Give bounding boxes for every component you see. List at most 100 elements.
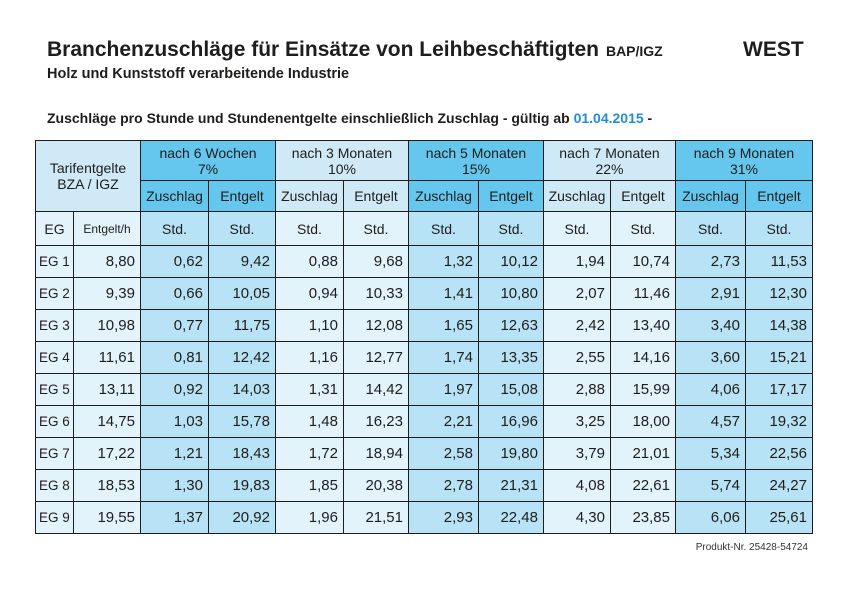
- surcharge-cell: 0,62: [140, 245, 209, 278]
- group-percent: 15%: [461, 160, 491, 177]
- group-period: nach 7 Monaten: [559, 144, 660, 161]
- wage-cell: 15,78: [208, 405, 276, 438]
- surcharge-cell: 0,66: [140, 277, 209, 310]
- base-wage-cell: 9,39: [73, 277, 141, 310]
- base-wage-cell: 18,53: [73, 469, 141, 502]
- column-header-row: Zuschlag Entgelt Zuschlag Entgelt Zuschl…: [36, 180, 813, 212]
- group-period: nach 5 Monaten: [425, 144, 527, 161]
- group-percent: 22%: [595, 160, 624, 177]
- wage-cell: 11,75: [208, 309, 276, 342]
- surcharge-cell: 2,73: [675, 245, 746, 278]
- wage-cell: 11,53: [745, 245, 813, 278]
- surcharge-cell: 1,65: [408, 309, 479, 342]
- surcharge-cell: 4,30: [543, 501, 611, 534]
- surcharge-cell: 5,34: [675, 437, 746, 470]
- wage-cell: 9,68: [343, 245, 409, 278]
- wage-cell: 19,83: [208, 469, 276, 502]
- wage-cell: 21,31: [478, 469, 544, 502]
- wage-cell: 12,63: [478, 309, 544, 342]
- surcharge-cell: 2,78: [408, 469, 479, 502]
- base-wage-cell: 17,22: [73, 437, 141, 470]
- surcharge-cell: 1,96: [275, 501, 344, 534]
- surcharge-cell: 2,91: [675, 277, 746, 310]
- wage-cell: 25,61: [745, 501, 813, 534]
- unit-label: Std.: [208, 211, 276, 246]
- eg-label: EG 9: [35, 501, 74, 534]
- wage-cell: 10,05: [208, 277, 276, 310]
- surcharge-column-header: Zuschlag: [140, 180, 209, 212]
- wage-cell: 15,21: [745, 341, 813, 374]
- base-wage-cell: 8,80: [73, 245, 141, 278]
- wage-cell: 20,38: [343, 469, 409, 502]
- eg-label: EG 7: [35, 437, 74, 470]
- group-header-row: Tarifentgelte BZA / IGZ nach 6 Wochen 7%…: [35, 140, 813, 212]
- surcharge-cell: 2,58: [408, 437, 479, 470]
- wage-cell: 13,35: [478, 341, 544, 374]
- wage-cell: 23,85: [610, 501, 676, 534]
- table-row: EG 2 9,39 0,66 10,05 0,94 10,33 1,41 10,…: [35, 277, 813, 310]
- table-row: EG 7 17,22 1,21 18,43 1,72 18,94 2,58 19…: [35, 437, 813, 470]
- wage-cell: 9,42: [208, 245, 276, 278]
- unit-label: Std.: [140, 211, 209, 246]
- surcharge-cell: 0,77: [140, 309, 209, 342]
- surcharge-cell: 0,94: [275, 277, 344, 310]
- surcharge-cell: 4,08: [543, 469, 611, 502]
- hourly-wage-column-header: Entgelt/h: [73, 211, 141, 246]
- group-period: nach 6 Wochen: [159, 144, 257, 161]
- surcharge-cell: 3,79: [543, 437, 611, 470]
- surcharge-cell: 4,57: [675, 405, 746, 438]
- industry-subtitle: Holz und Kunststoff verarbeitende Indust…: [47, 66, 350, 82]
- wage-cell: 11,46: [610, 277, 676, 310]
- eg-label: EG 1: [35, 245, 74, 278]
- group-percent: 31%: [729, 160, 759, 177]
- page-title-text: Branchenzuschläge für Einsätze von Leihb…: [47, 38, 599, 61]
- group-period: nach 3 Monaten: [291, 144, 393, 161]
- table-row: EG 4 11,61 0,81 12,42 1,16 12,77 1,74 13…: [35, 341, 813, 374]
- surcharge-cell: 1,03: [140, 405, 209, 438]
- wage-cell: 18,43: [208, 437, 276, 470]
- surcharge-cell: 1,31: [275, 373, 344, 406]
- wage-cell: 18,00: [610, 405, 676, 438]
- wage-cell: 15,99: [610, 373, 676, 406]
- surcharge-cell: 1,94: [543, 245, 611, 278]
- wage-cell: 21,51: [343, 501, 409, 534]
- unit-label: Std.: [543, 211, 611, 246]
- surcharge-cell: 2,93: [408, 501, 479, 534]
- unit-label: Std.: [745, 211, 813, 246]
- surcharge-cell: 2,07: [543, 277, 611, 310]
- wage-cell: 10,33: [343, 277, 409, 310]
- wage-cell: 22,48: [478, 501, 544, 534]
- group-header-5-months: nach 5 Monaten 15%: [408, 140, 544, 181]
- base-wage-cell: 10,98: [73, 309, 141, 342]
- surcharge-cell: 5,74: [675, 469, 746, 502]
- wage-cell: 10,12: [478, 245, 544, 278]
- surcharge-column-header: Zuschlag: [275, 180, 344, 212]
- surcharge-cell: 3,60: [675, 341, 746, 374]
- unit-label: Std.: [478, 211, 544, 246]
- group-header-6-weeks: nach 6 Wochen 7%: [140, 140, 276, 181]
- table-row: EG 3 10,98 0,77 11,75 1,10 12,08 1,65 12…: [35, 309, 813, 342]
- wage-column-header: Entgelt: [610, 180, 676, 212]
- surcharge-cell: 6,06: [675, 501, 746, 534]
- wage-cell: 12,77: [343, 341, 409, 374]
- eg-label: EG 2: [35, 277, 74, 310]
- surcharge-cell: 0,92: [140, 373, 209, 406]
- wage-cell: 15,08: [478, 373, 544, 406]
- unit-label: Std.: [343, 211, 409, 246]
- wage-cell: 12,42: [208, 341, 276, 374]
- eg-label: EG 3: [35, 309, 74, 342]
- wage-cell: 12,08: [343, 309, 409, 342]
- wage-cell: 13,40: [610, 309, 676, 342]
- group-percent: 7%: [197, 160, 219, 177]
- surcharge-column-header: Zuschlag: [408, 180, 479, 212]
- wage-cell: 20,92: [208, 501, 276, 534]
- surcharge-cell: 2,88: [543, 373, 611, 406]
- surcharge-cell: 0,88: [275, 245, 344, 278]
- surcharge-table: Tarifentgelte BZA / IGZ nach 6 Wochen 7%…: [35, 140, 813, 534]
- wage-cell: 16,23: [343, 405, 409, 438]
- wage-cell: 16,96: [478, 405, 544, 438]
- wage-column-header: Entgelt: [208, 180, 276, 212]
- surcharge-cell: 2,42: [543, 309, 611, 342]
- unit-label: Std.: [675, 211, 746, 246]
- surcharge-column-header: Zuschlag: [543, 180, 611, 212]
